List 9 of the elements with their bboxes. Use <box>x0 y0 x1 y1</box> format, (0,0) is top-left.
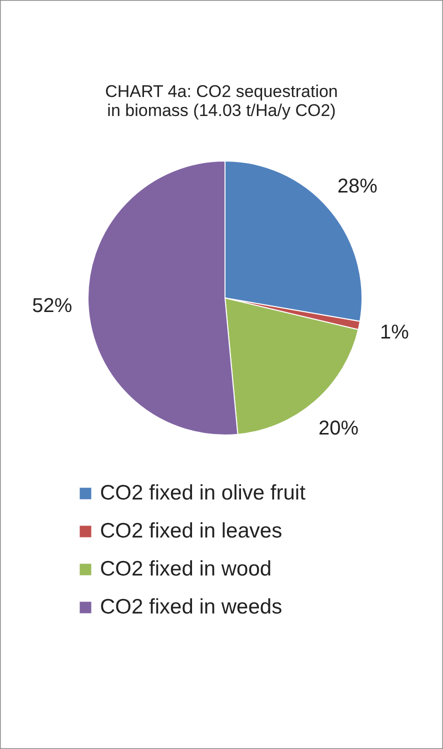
data-label: 52% <box>32 295 72 318</box>
chart-title: CHART 4a: CO2 sequestration in biomass (14.03 t/Ha/y CO2) <box>105 82 338 120</box>
legend-label: CO2 fixed in wood <box>100 558 272 580</box>
data-label: 1% <box>380 322 410 344</box>
legend-label: CO2 fixed in leaves <box>100 520 282 542</box>
data-label: 28% <box>337 176 378 198</box>
data-label: 20% <box>318 418 359 440</box>
legend-label: CO2 fixed in olive fruit <box>100 482 306 504</box>
legend-label: CO2 fixed in weeds <box>100 596 282 618</box>
